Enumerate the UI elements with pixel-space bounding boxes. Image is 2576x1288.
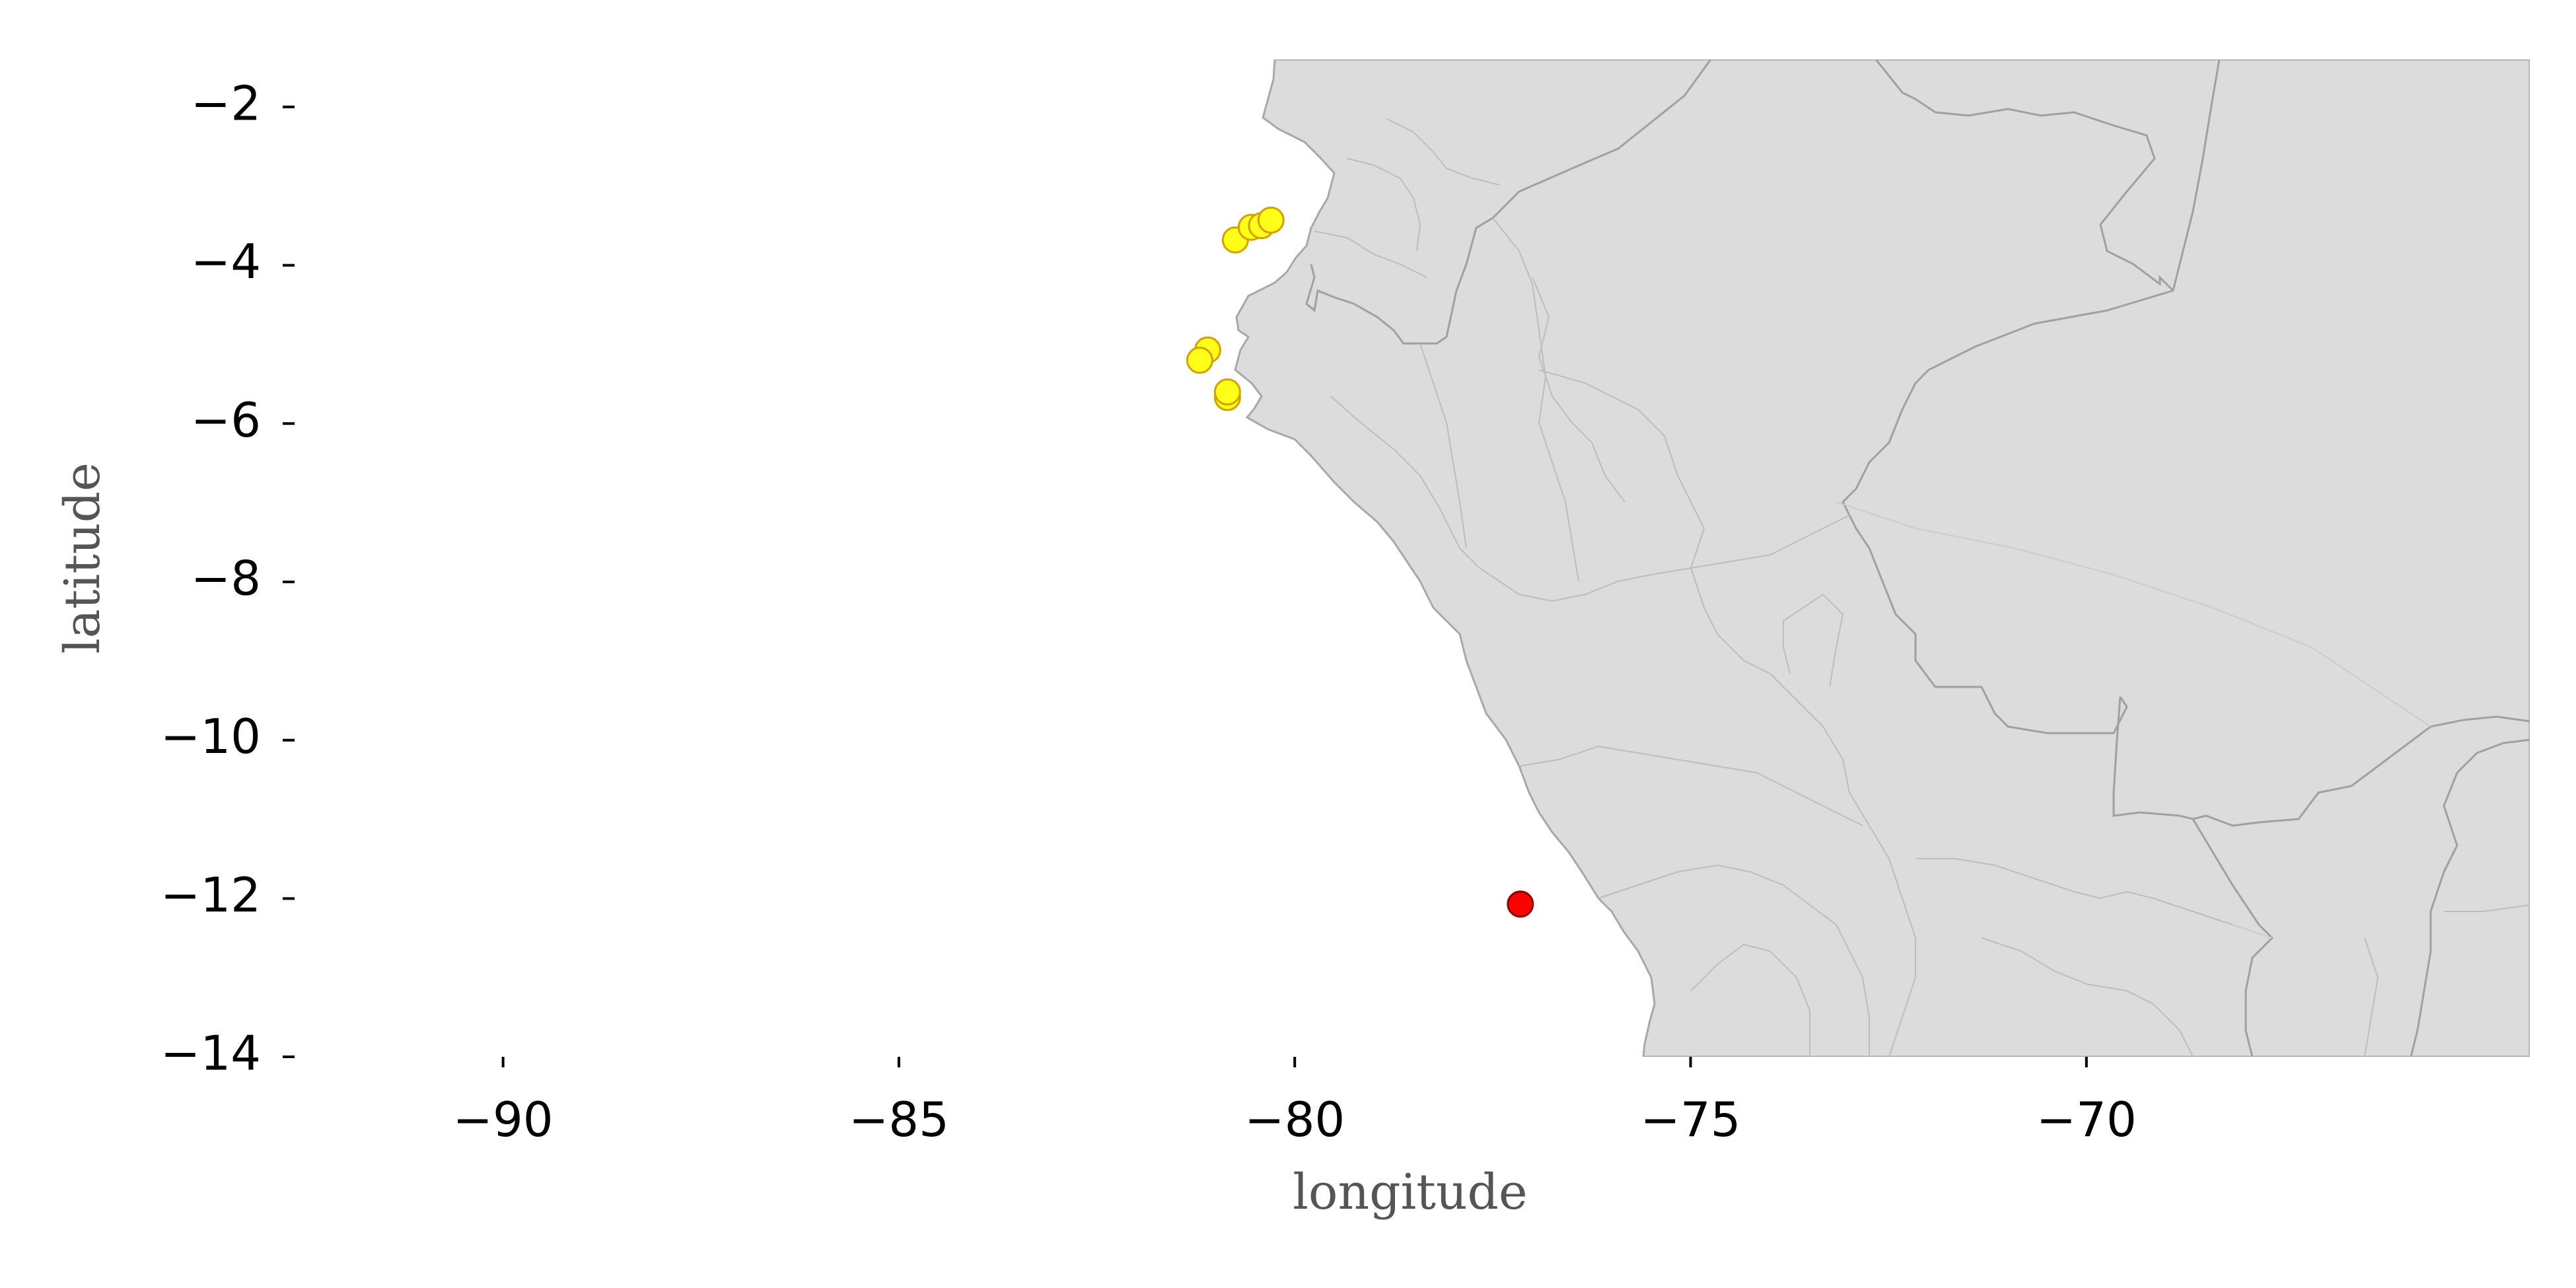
map-layer: [1234, 59, 2530, 1057]
y-axis-title: latitude: [54, 462, 111, 654]
yellow-marker: [1213, 378, 1241, 406]
y-tick-label: −10: [161, 709, 261, 764]
x-tick-label: −70: [2036, 1092, 2137, 1147]
land-mass: [1234, 59, 2530, 1057]
y-tick-label: −2: [191, 75, 261, 131]
x-axis-title: longitude: [1293, 1164, 1527, 1221]
minor-lines: [1836, 501, 2431, 939]
y-axis: −2 −4 −6 −8 −10 −12 −14 latitude: [54, 75, 295, 1081]
y-tick-label: −6: [191, 392, 261, 448]
y-tick-label: −4: [191, 234, 261, 289]
points-layer: [1186, 206, 1534, 918]
province-borders: [1314, 118, 2530, 1057]
x-axis: −90 −85 −80 −75 −70 longitude: [453, 1057, 2137, 1221]
y-tick-label: −8: [191, 550, 261, 606]
y-tick-label: −14: [161, 1026, 261, 1081]
x-tick-label: −85: [849, 1092, 949, 1147]
x-tick-label: −90: [453, 1092, 554, 1147]
yellow-marker: [1257, 206, 1285, 234]
red-marker: [1507, 890, 1534, 918]
x-tick-label: −80: [1244, 1092, 1345, 1147]
yellow-marker: [1186, 346, 1213, 374]
x-tick-label: −75: [1641, 1092, 1741, 1147]
y-tick-label: −12: [161, 867, 261, 923]
